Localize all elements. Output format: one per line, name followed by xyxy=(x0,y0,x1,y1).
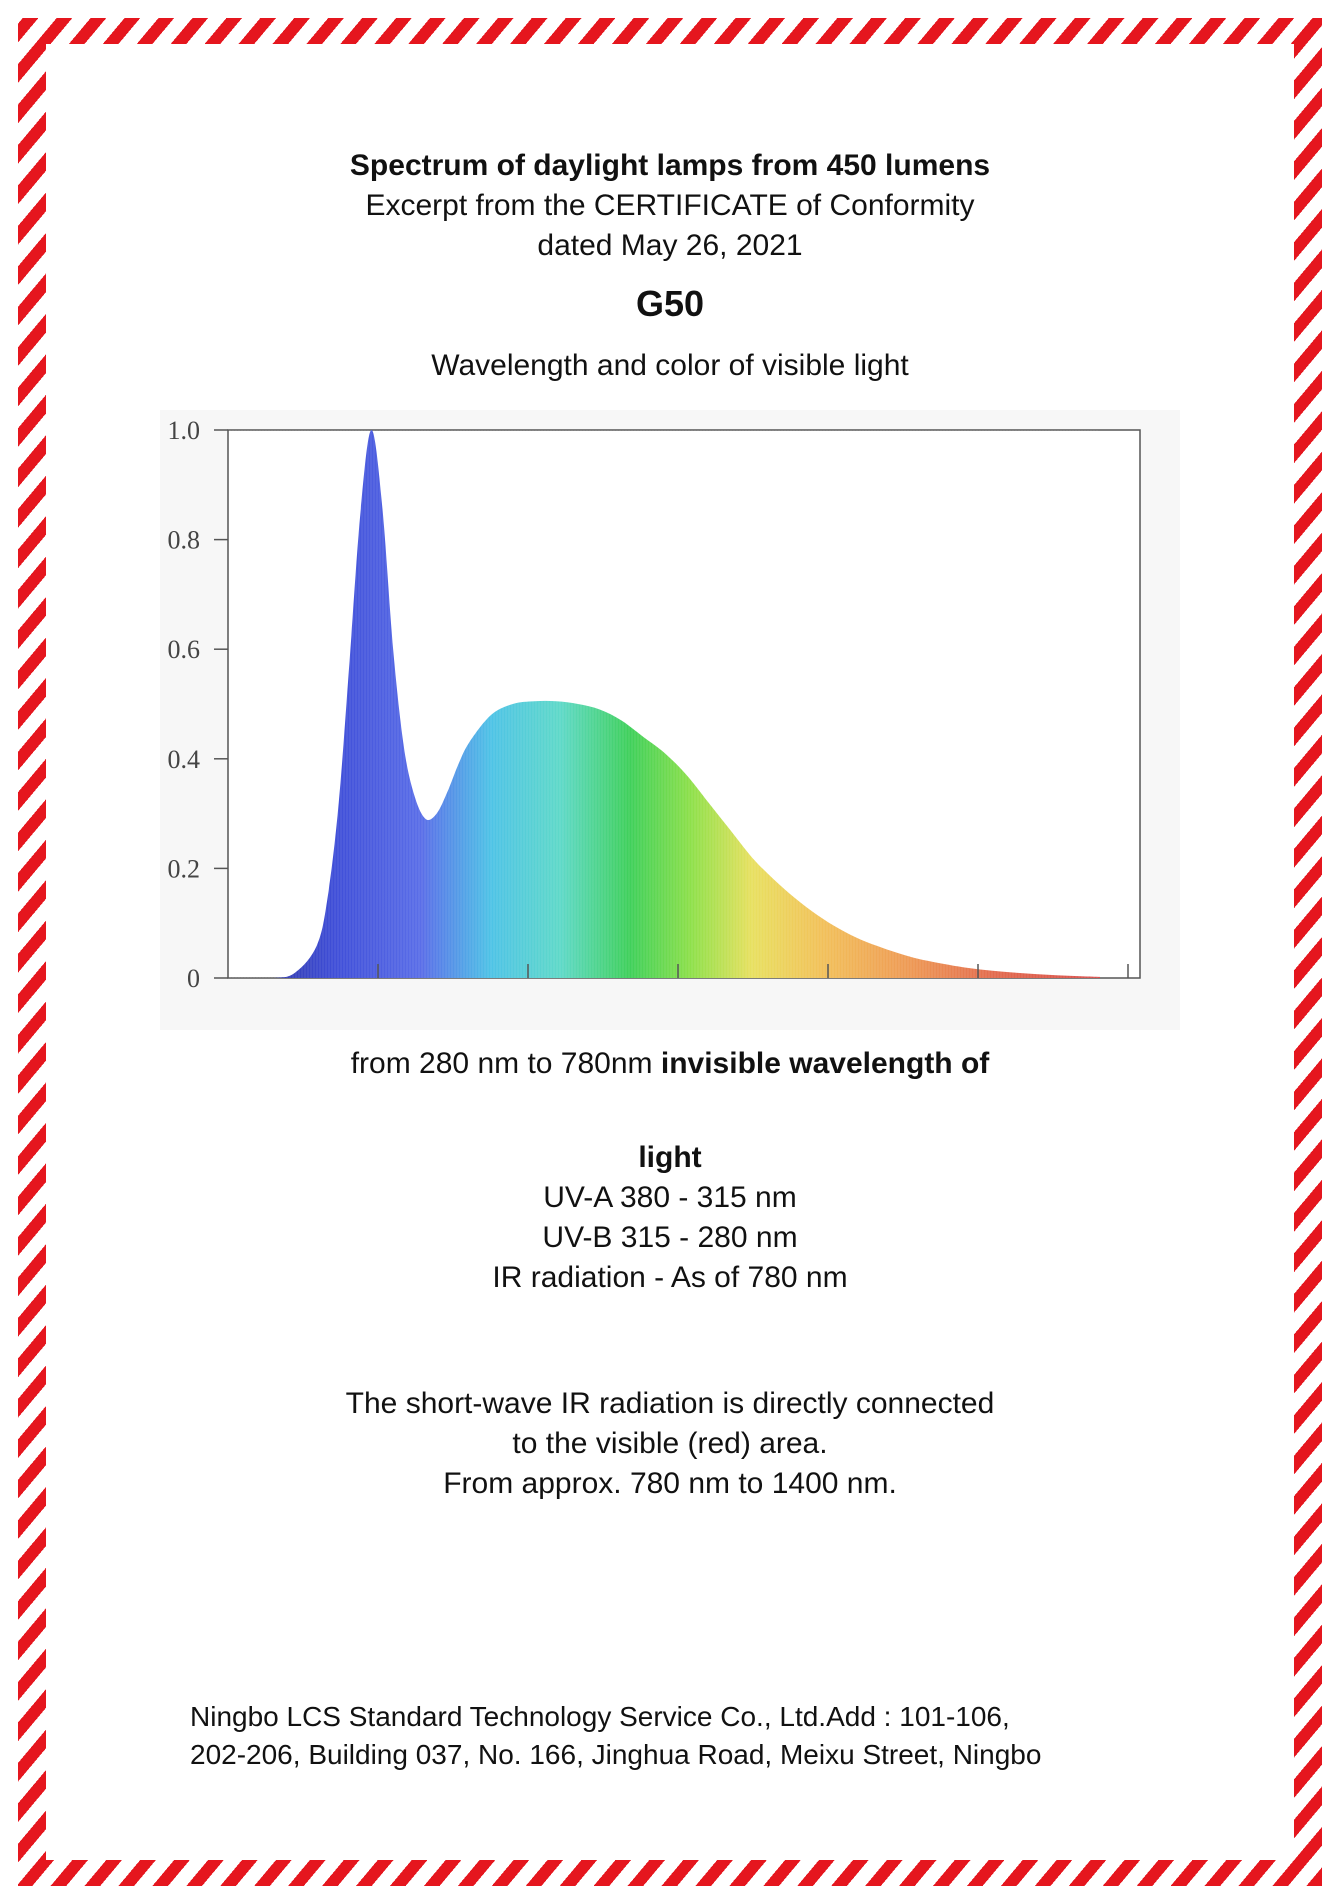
y-tick-label: 0 xyxy=(187,964,200,993)
ir-note-line-2: to the visible (red) area. xyxy=(512,1427,828,1460)
certificate-date: dated May 26, 2021 xyxy=(537,229,803,262)
y-tick-label: 0.8 xyxy=(168,526,201,555)
address-line-1: Ningbo LCS Standard Technology Service C… xyxy=(190,1701,1010,1732)
excerpt-line: Excerpt from the CERTIFICATE of Conformi… xyxy=(365,189,975,222)
y-tick-label: 0.6 xyxy=(168,635,201,664)
chart-subtitle: Wavelength and color of visible light xyxy=(431,349,909,382)
spectrum-area xyxy=(230,429,1100,978)
spectrum-chart: 0 0.2 0.4 0.6 0.8 1.0 xyxy=(160,410,1180,1030)
range-bold-continuation: light xyxy=(638,1141,702,1174)
ir-range: IR radiation - As of 780 nm xyxy=(492,1261,848,1294)
uvb-range: UV-B 315 - 280 nm xyxy=(542,1221,798,1254)
document-title: Spectrum of daylight lamps from 450 lume… xyxy=(349,149,991,182)
y-tick-label: 1.0 xyxy=(168,416,201,445)
uva-range: UV-A 380 - 315 nm xyxy=(543,1181,797,1214)
range-bold-text: invisible wavelength of xyxy=(660,1047,990,1080)
ir-note-line-3: From approx. 780 nm to 1400 nm. xyxy=(443,1467,897,1500)
ir-note-line-1: The short-wave IR radiation is directly … xyxy=(345,1387,995,1420)
y-tick-label: 0.4 xyxy=(168,745,201,774)
wavelength-range-line: from 280 nm to 780nm invisible wavelengt… xyxy=(0,1044,1340,1084)
address-line-2: 202-206, Building 037, No. 166, Jinghua … xyxy=(190,1739,1042,1770)
y-tick-label: 0.2 xyxy=(168,854,201,883)
model-name: G50 xyxy=(635,283,705,324)
range-text: from 280 nm to 780nm xyxy=(350,1047,661,1080)
